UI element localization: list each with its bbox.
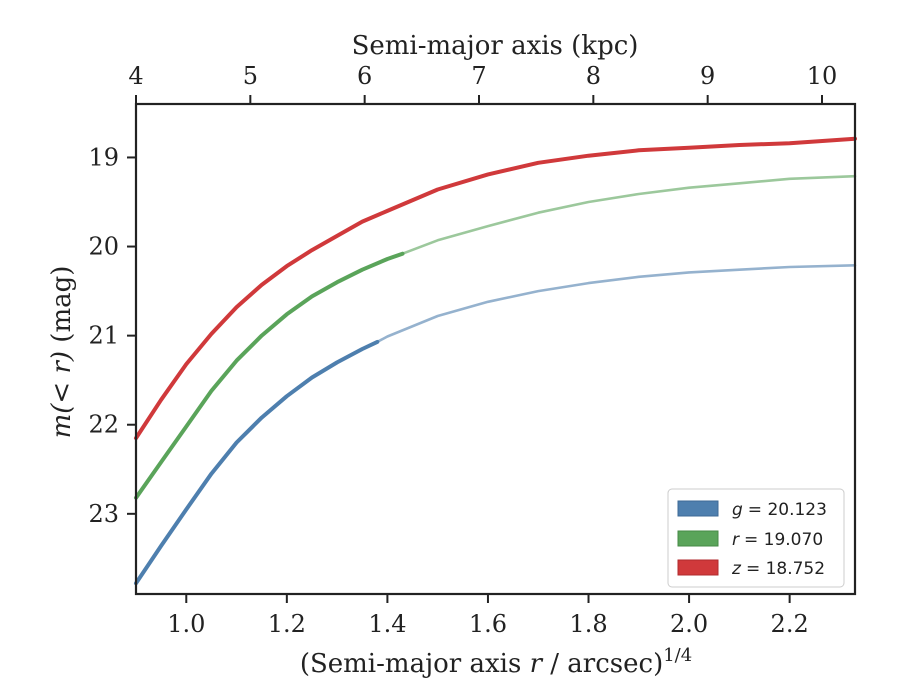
bottom-tick-label: 1.4 [368,610,406,638]
legend-swatch-g [677,500,719,517]
legend-label-r: r = 19.070 [732,530,823,550]
plot-lines-group [134,136,857,586]
legend-var-z: z [731,559,742,579]
bottom-tick-label: 1.0 [167,610,205,638]
left-tick-label: 23 [88,500,119,528]
legend-swatch-r [677,530,719,547]
top-tick-label: 4 [128,62,143,90]
legend-var-r: r [732,530,740,550]
plot-frame [134,102,857,596]
top-tick-label: 10 [807,62,838,90]
bottom-axis-title-tail: / arcsec) [542,649,663,679]
series-line-g [134,339,380,586]
series-line-z [134,136,857,441]
legend-var-g: g [732,500,743,520]
bottom-tick-label: 1.6 [469,610,507,638]
series-line-g-extrapolated [376,264,857,344]
bottom-tick-label: 2.0 [670,610,708,638]
series-line-r [134,251,405,500]
top-tick-label: 5 [243,62,258,90]
bottom-axis-title-sup: 1/4 [663,645,692,666]
left-tick-label: 20 [88,233,119,261]
series-line-r-extrapolated [401,174,857,255]
bottom-axis-ticks: 1.0 1.2 1.4 1.6 1.8 2.0 2.2 [167,594,809,638]
top-tick-label: 8 [586,62,601,90]
bottom-axis-title-main: (Semi-major axis [300,649,530,679]
left-axis-title: m(< r) (mag) [47,266,77,439]
bottom-tick-label: 1.8 [569,610,607,638]
top-axis-title: Semi-major axis (kpc) [352,31,639,61]
legend-label-z: z = 18.752 [731,559,825,579]
left-tick-label: 22 [88,411,119,439]
left-axis-title-unit: (mag) [47,266,77,351]
top-tick-label: 6 [357,62,372,90]
legend-value-g: = 20.123 [748,500,827,520]
legend-value-z: = 18.752 [746,559,825,579]
legend-label-g: g = 20.123 [732,500,827,520]
top-tick-label: 7 [471,62,486,90]
bottom-axis-title: (Semi-major axis r / arcsec)1/4 [300,645,692,679]
left-tick-label: 21 [88,322,119,350]
legend-swatch-z [677,559,719,576]
bottom-tick-label: 1.2 [268,610,306,638]
left-axis-title-var: m(< r) [47,351,77,438]
top-axis-ticks: 4 5 6 7 8 9 10 [128,62,837,104]
legend: g = 20.123 r = 19.070 z = 18.752 [667,488,845,588]
top-tick-label: 9 [700,62,715,90]
legend-value-r: = 19.070 [744,530,823,550]
left-tick-label: 19 [88,143,119,171]
bottom-axis-title-var: r [530,649,544,679]
bottom-tick-label: 2.2 [771,610,809,638]
left-axis-ticks: 19 20 21 22 23 [88,143,136,528]
